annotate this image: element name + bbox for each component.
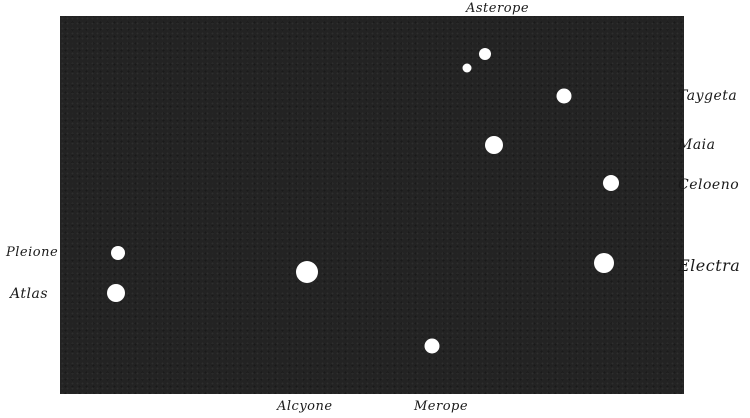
label-electra: Electra (678, 256, 741, 275)
label-taygeta: Taygeta (678, 88, 738, 104)
label-celaeno: Celoeno (678, 177, 740, 193)
star-alcyone (296, 261, 318, 283)
star-field-plate (60, 16, 684, 394)
star-electra (594, 253, 614, 273)
star-asterope-secondary (462, 63, 472, 73)
star-celaeno (603, 175, 619, 191)
star-asterope-primary (479, 48, 491, 60)
label-asterope: Asterope (466, 1, 530, 16)
star-atlas (107, 284, 125, 302)
label-pleione: Pleione (6, 245, 59, 260)
star-merope (424, 338, 440, 354)
star-maia (485, 136, 503, 154)
star-taygeta (556, 88, 572, 104)
label-merope: Merope (414, 399, 469, 414)
star-pleione (111, 246, 125, 260)
label-alcyone: Alcyone (277, 399, 333, 414)
label-maia: Maia (678, 137, 716, 153)
label-atlas: Atlas (10, 286, 48, 302)
